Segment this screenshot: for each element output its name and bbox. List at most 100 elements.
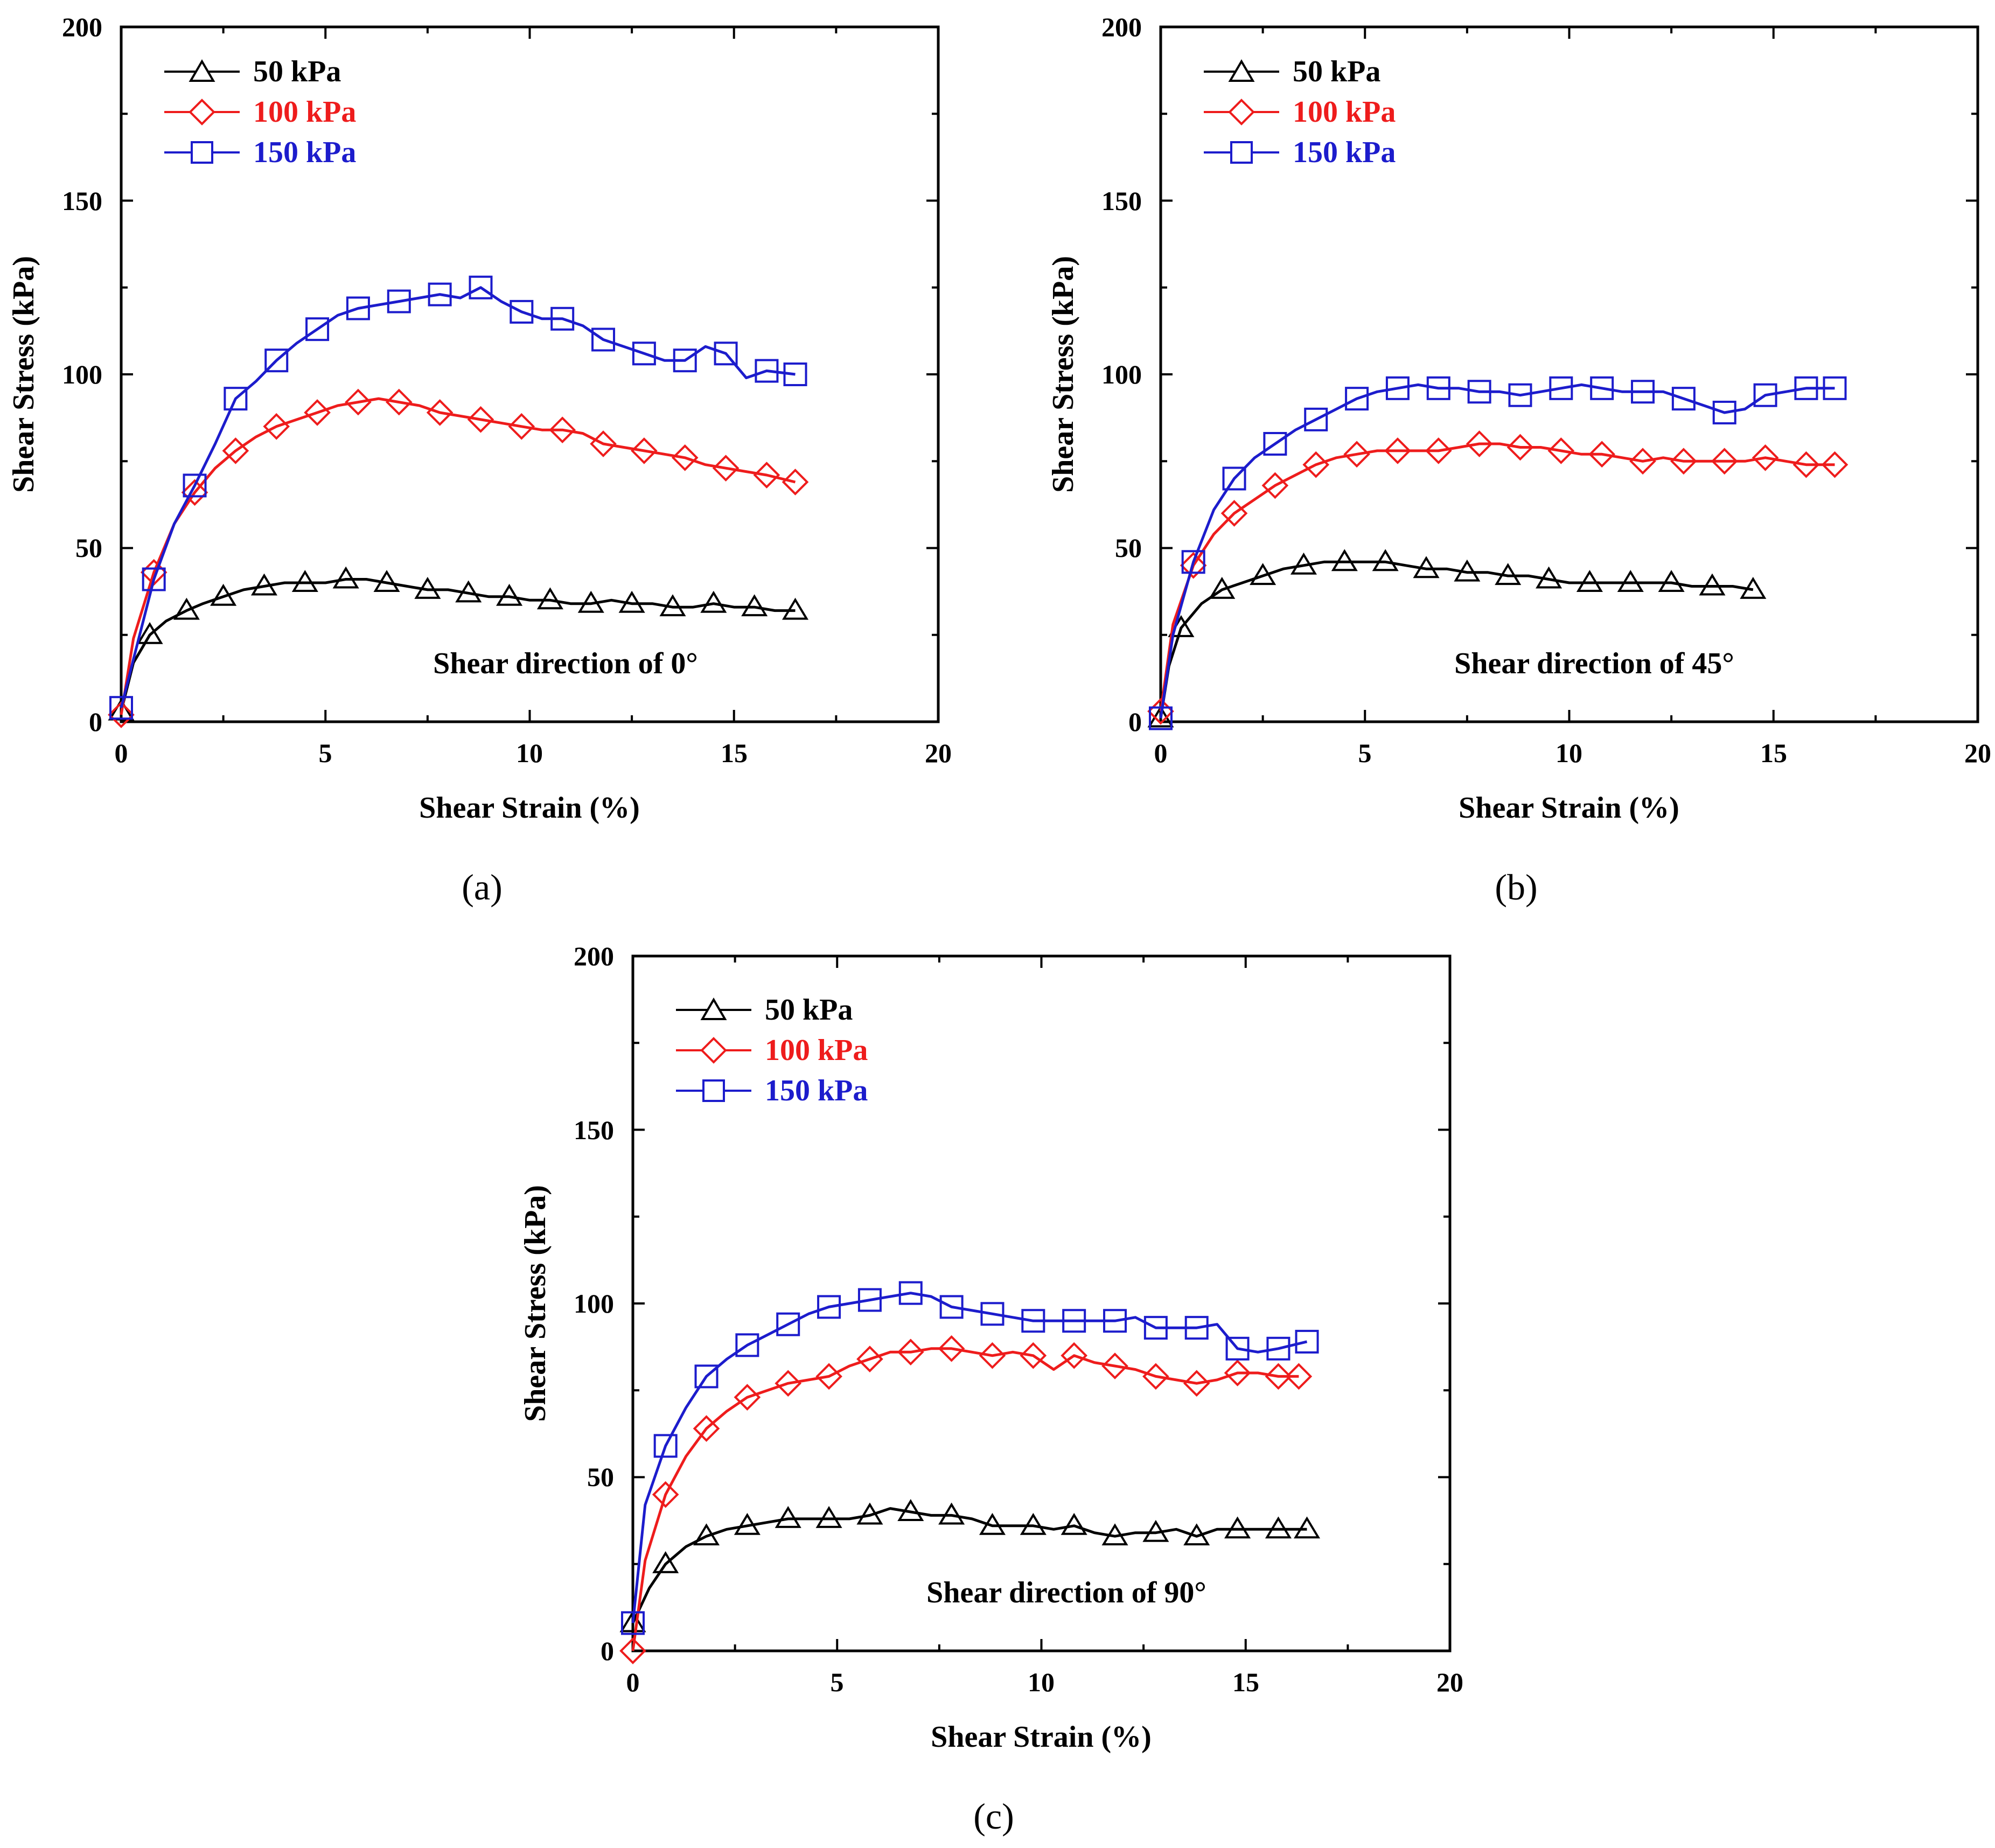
- data-point-50-kpa: [1576, 570, 1603, 592]
- data-point-150-kpa: [550, 306, 575, 331]
- data-point-50-kpa: [979, 1512, 1006, 1535]
- panel-c-ytick-4: 200: [574, 941, 614, 971]
- data-point-50-kpa: [536, 587, 563, 610]
- panel-a-plot: [108, 275, 809, 728]
- data-point-150-kpa: [183, 473, 207, 498]
- data-point-50-kpa: [496, 583, 523, 606]
- legend-marker-square: [1230, 141, 1253, 164]
- data-point-100-kpa: [1285, 1363, 1313, 1390]
- series-line-50-kpa: [631, 1507, 1307, 1624]
- data-point-150-kpa: [1222, 466, 1246, 491]
- data-point-150-kpa: [264, 348, 289, 373]
- data-point-100-kpa: [1142, 1363, 1169, 1390]
- data-point-100-kpa: [1821, 451, 1848, 478]
- data-point-150-kpa: [755, 359, 779, 383]
- panel-c-xtick-1: 5: [831, 1667, 844, 1697]
- legend-marker-diamond: [189, 99, 215, 125]
- series-line-50-kpa: [1159, 560, 1754, 719]
- data-point-100-kpa: [1588, 441, 1616, 468]
- data-point-150-kpa: [1021, 1309, 1045, 1333]
- data-point-50-kpa: [938, 1502, 965, 1525]
- data-point-50-kpa: [775, 1506, 801, 1528]
- data-point-100-kpa: [1343, 441, 1370, 468]
- panel-b-xtick-3: 15: [1760, 738, 1787, 768]
- data-point-50-kpa: [741, 594, 768, 617]
- panel-c-ytick-0: 0: [601, 1636, 614, 1666]
- panel-a-legend: 50 kPa 100 kPa 150 kPa: [164, 55, 356, 169]
- data-point-50-kpa: [652, 1551, 679, 1573]
- data-point-50-kpa: [136, 622, 163, 644]
- data-point-150-kpa: [1385, 376, 1410, 400]
- data-point-100-kpa: [1061, 1342, 1088, 1369]
- data-point-150-kpa: [346, 296, 370, 320]
- data-point-50-kpa: [1061, 1512, 1087, 1535]
- panel-b-ticks: [1160, 26, 1979, 723]
- panel-c-ylabel: Shear Stress (kPa): [519, 1185, 552, 1422]
- legend-label-100-kpa: 100 kPa: [1293, 95, 1396, 129]
- data-point-150-kpa: [1590, 376, 1614, 400]
- data-point-100-kpa: [304, 399, 331, 426]
- data-point-150-kpa: [857, 1288, 882, 1312]
- data-point-150-kpa: [1467, 380, 1491, 404]
- data-point-100-kpa: [775, 1370, 802, 1397]
- data-point-50-kpa: [291, 570, 318, 592]
- data-point-150-kpa: [1345, 387, 1369, 411]
- legend-label-50-kpa: 50 kPa: [253, 55, 341, 88]
- data-point-150-kpa: [1823, 376, 1847, 400]
- legend-marker-diamond: [700, 1037, 727, 1064]
- data-point-50-kpa: [455, 580, 482, 603]
- panel-b-xlabel: Shear Strain (%): [1459, 791, 1679, 825]
- panel-b-annotation: Shear direction of 45°: [1454, 647, 1734, 680]
- panel-a-frame: [120, 25, 940, 723]
- data-point-100-kpa: [693, 1415, 720, 1442]
- data-point-100-kpa: [1466, 430, 1493, 457]
- data-point-100-kpa: [590, 430, 617, 457]
- legend-label-100-kpa: 100 kPa: [765, 1034, 868, 1067]
- data-point-50-kpa: [619, 1610, 646, 1633]
- panel-a-label: (a): [462, 867, 502, 908]
- panel-a-xtick-4: 20: [925, 738, 952, 768]
- data-point-150-kpa: [1712, 400, 1736, 424]
- panel-b-ytick-2: 100: [1101, 359, 1142, 389]
- panel-b-ytick-1: 50: [1115, 533, 1142, 563]
- data-point-100-kpa: [938, 1335, 965, 1362]
- data-point-150-kpa: [1508, 383, 1532, 407]
- panel-c-xtick-0: 0: [626, 1667, 640, 1697]
- panel-b: 0 50 100 150 200 0 5 10 15 20 Shear Stra…: [1047, 12, 1991, 908]
- panel-c-frame: [631, 954, 1452, 1652]
- data-point-150-kpa: [510, 299, 534, 324]
- data-point-150-kpa: [387, 289, 411, 313]
- data-point-150-kpa: [224, 387, 248, 411]
- data-point-100-kpa: [1752, 444, 1779, 471]
- series-line-100-kpa: [1159, 442, 1835, 712]
- panel-b-ytick-3: 150: [1101, 186, 1142, 216]
- panel-c-legend: 50 kPa 100 kPa 150 kPa: [676, 993, 868, 1107]
- legend-label-150-kpa: 150 kPa: [253, 136, 356, 169]
- panel-a-ytick-4: 200: [62, 12, 102, 42]
- data-point-100-kpa: [508, 413, 535, 440]
- data-point-150-kpa: [428, 282, 452, 306]
- data-point-150-kpa: [673, 348, 697, 373]
- data-point-50-kpa: [659, 594, 686, 617]
- panel-a-ytick-1: 50: [75, 533, 102, 563]
- data-point-100-kpa: [1384, 437, 1411, 464]
- panel-a-ylabel: Shear Stress (kPa): [7, 256, 40, 493]
- data-point-150-kpa: [783, 362, 807, 386]
- data-point-150-kpa: [591, 327, 616, 352]
- data-point-150-kpa: [1794, 376, 1818, 400]
- data-point-100-kpa: [1302, 451, 1330, 478]
- data-point-150-kpa: [714, 341, 738, 366]
- data-point-50-kpa: [1209, 577, 1236, 599]
- data-point-100-kpa: [1425, 437, 1452, 464]
- data-point-100-kpa: [782, 469, 809, 496]
- data-point-150-kpa: [939, 1295, 964, 1319]
- data-point-150-kpa: [1103, 1309, 1127, 1333]
- panel-a-ticks: [120, 26, 939, 723]
- data-point-150-kpa: [1062, 1309, 1086, 1333]
- data-point-50-kpa: [1658, 570, 1685, 592]
- data-point-50-kpa: [734, 1512, 761, 1535]
- data-point-100-kpa: [1180, 552, 1207, 579]
- data-point-100-kpa: [181, 479, 208, 506]
- data-point-150-kpa: [1149, 706, 1173, 730]
- data-point-150-kpa: [621, 1611, 645, 1635]
